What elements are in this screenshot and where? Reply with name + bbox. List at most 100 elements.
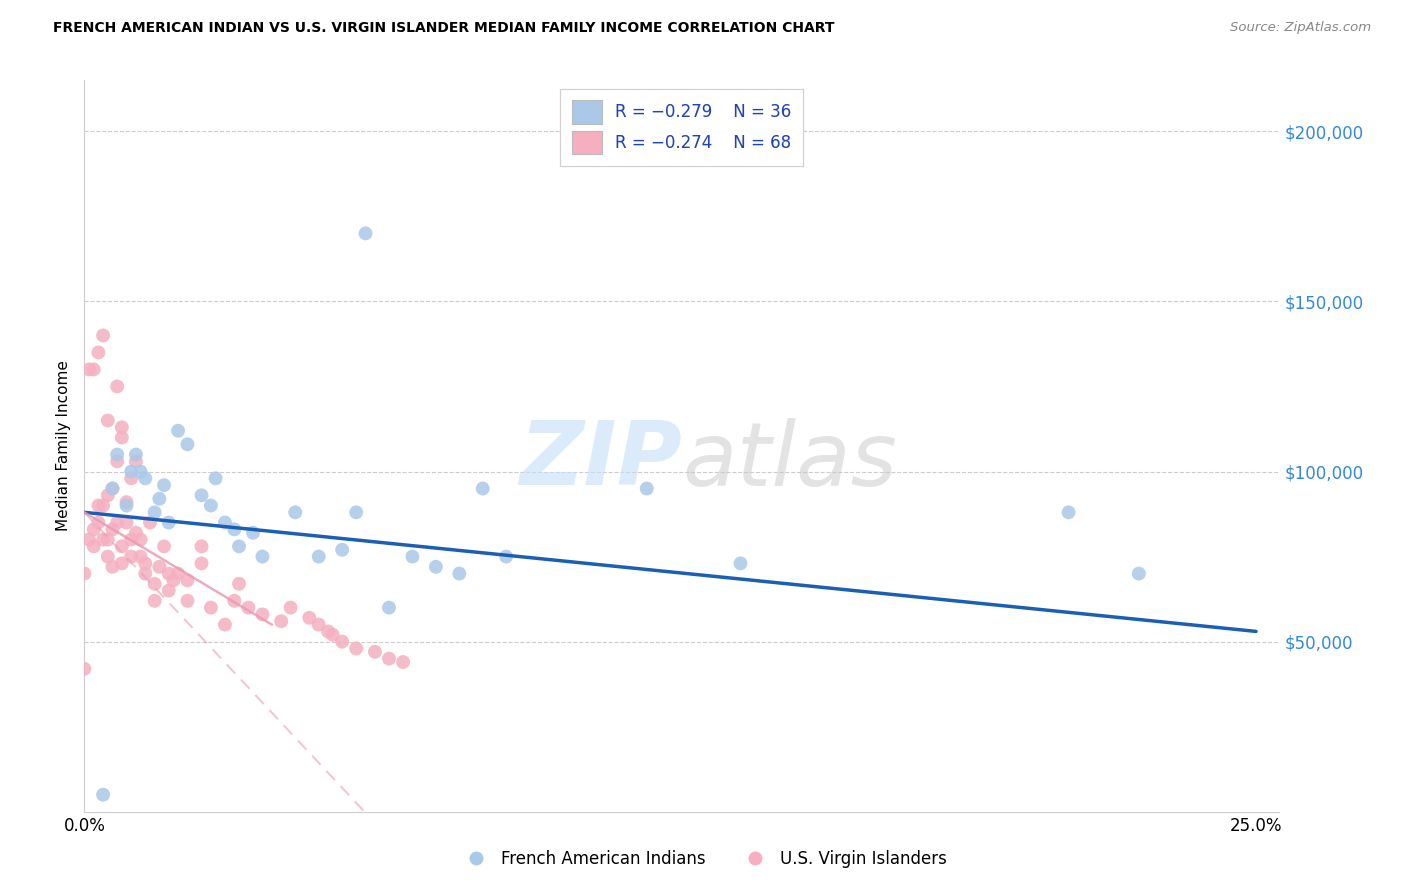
Point [125, 525, 148, 540]
Point [344, 505, 367, 519]
Point [101, 522, 124, 536]
Point [636, 482, 658, 496]
Point [344, 641, 367, 656]
Point [101, 482, 124, 496]
Point [134, 566, 156, 581]
Point [73, 566, 96, 581]
Point [200, 499, 222, 513]
Point [157, 516, 180, 530]
Point [120, 465, 142, 479]
Point [143, 576, 166, 591]
Point [224, 522, 246, 536]
Point [148, 491, 170, 506]
Point [129, 465, 152, 479]
Point [495, 549, 517, 564]
Point [157, 566, 180, 581]
Point [190, 488, 212, 502]
Text: atlas: atlas [682, 417, 897, 504]
Point [73, 662, 96, 676]
Point [354, 227, 377, 241]
Point [97, 488, 120, 502]
Point [105, 448, 128, 462]
Point [214, 516, 236, 530]
Point [87, 345, 110, 359]
Point [176, 594, 198, 608]
Point [392, 655, 415, 669]
Legend: French American Indians, U.S. Virgin Islanders: French American Indians, U.S. Virgin Isl… [453, 844, 953, 875]
Point [120, 471, 142, 485]
Point [91, 788, 114, 802]
Point [190, 557, 212, 571]
Point [83, 362, 105, 376]
Point [125, 448, 148, 462]
Point [91, 328, 114, 343]
Point [129, 533, 152, 547]
Point [111, 557, 134, 571]
Point [167, 566, 190, 581]
Point [190, 540, 212, 554]
Point [83, 522, 105, 536]
Point [1057, 505, 1080, 519]
Point [252, 549, 274, 564]
Point [91, 499, 114, 513]
Point [115, 499, 138, 513]
Point [284, 505, 307, 519]
Point [204, 471, 226, 485]
Point [316, 624, 339, 639]
Point [252, 607, 274, 622]
Point [134, 557, 156, 571]
Point [330, 542, 353, 557]
Point [105, 379, 128, 393]
Point [308, 617, 330, 632]
Point [176, 437, 198, 451]
Point [97, 533, 120, 547]
Point [105, 516, 128, 530]
Point [111, 540, 134, 554]
Point [471, 482, 494, 496]
Point [224, 594, 246, 608]
Point [270, 614, 292, 628]
Point [97, 413, 120, 427]
Point [242, 525, 264, 540]
Point [162, 574, 184, 588]
Text: ZIP: ZIP [519, 417, 682, 504]
Point [120, 533, 142, 547]
Point [115, 516, 138, 530]
Point [105, 454, 128, 468]
Point [148, 559, 170, 574]
Point [308, 549, 330, 564]
Point [143, 594, 166, 608]
Point [115, 495, 138, 509]
Point [449, 566, 471, 581]
Point [120, 549, 142, 564]
Point [214, 617, 236, 632]
Point [87, 499, 110, 513]
Point [425, 559, 447, 574]
Point [143, 505, 166, 519]
Text: FRENCH AMERICAN INDIAN VS U.S. VIRGIN ISLANDER MEDIAN FAMILY INCOME CORRELATION : FRENCH AMERICAN INDIAN VS U.S. VIRGIN IS… [53, 21, 835, 35]
Point [83, 540, 105, 554]
Point [167, 424, 190, 438]
Point [153, 478, 176, 492]
Point [280, 600, 302, 615]
Point [87, 516, 110, 530]
Legend: R = −0.279    N = 36, R = −0.274    N = 68: R = −0.279 N = 36, R = −0.274 N = 68 [561, 88, 803, 166]
Text: Source: ZipAtlas.com: Source: ZipAtlas.com [1230, 21, 1371, 34]
Point [378, 651, 401, 665]
Point [101, 482, 124, 496]
Point [1128, 566, 1150, 581]
Point [401, 549, 423, 564]
Point [153, 540, 176, 554]
Point [134, 471, 156, 485]
Point [228, 576, 250, 591]
Point [129, 549, 152, 564]
Point [228, 540, 250, 554]
Point [157, 583, 180, 598]
Point [111, 430, 134, 444]
Point [238, 600, 260, 615]
Point [298, 611, 321, 625]
Point [176, 574, 198, 588]
Point [101, 559, 124, 574]
Point [200, 600, 222, 615]
Point [125, 454, 148, 468]
